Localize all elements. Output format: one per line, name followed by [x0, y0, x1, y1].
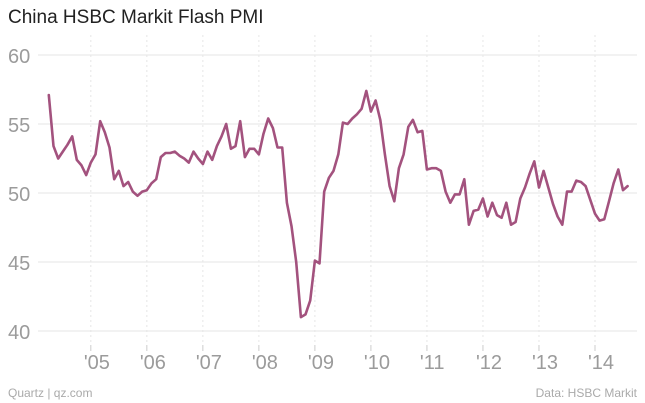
x-tick-label: '09 — [308, 352, 334, 374]
x-tick-label: '14 — [588, 352, 614, 374]
series-group — [47, 89, 629, 319]
x-tick-label: '07 — [196, 352, 222, 374]
y-tick-label: 45 — [8, 253, 30, 275]
y-tick-label: 60 — [8, 46, 30, 68]
x-tick-label: '11 — [420, 352, 445, 374]
y-axis-tick-labels: 40 45 50 55 60 — [8, 46, 30, 344]
x-tick-label: '05 — [84, 352, 110, 374]
data-source: Data: HSBC Markit — [535, 386, 637, 400]
x-tick-label: '10 — [364, 352, 390, 374]
x-tick-label: '06 — [140, 352, 166, 374]
series-line-0 — [47, 89, 629, 319]
x-tick-label: '13 — [532, 352, 558, 374]
y-gridlines — [38, 54, 637, 332]
x-tick-label: '12 — [476, 352, 502, 374]
chart-title: China HSBC Markit Flash PMI — [8, 7, 264, 28]
x-axis-tick-labels: '05 '06 '07 '08 '09 '10 '11 '12 '13 '14 — [84, 352, 614, 374]
x-tick-label: '08 — [252, 352, 278, 374]
y-tick-label: 55 — [8, 115, 30, 137]
y-tick-label: 40 — [8, 322, 30, 344]
source-credit: Quartz | qz.com — [8, 386, 93, 400]
y-tick-label: 50 — [8, 184, 30, 206]
